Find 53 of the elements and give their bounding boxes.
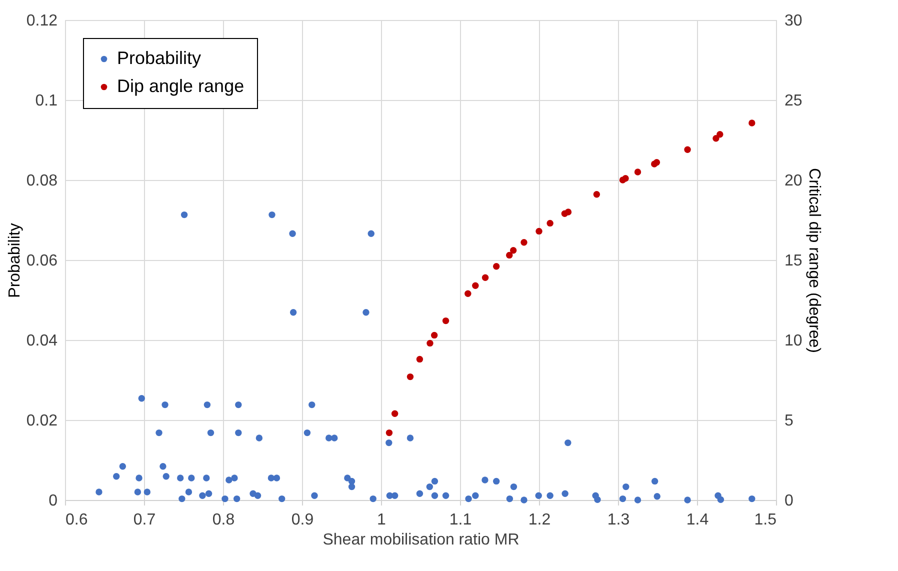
x-tick-label: 1.4 [686,512,709,528]
legend-label: Probability [117,48,202,68]
y-tick-label: 0.06 [26,252,58,270]
x-tick-label: 1.5 [754,512,777,528]
point [546,220,554,227]
point [492,263,500,270]
y-axis-title: Probability [6,223,24,298]
x-tick-label: 0.9 [291,512,314,528]
x-tick-label: 0.6 [66,512,88,528]
x-tick-label: 0.8 [212,512,235,528]
y2-tick-label: 10 [784,332,802,350]
point [520,239,528,246]
point [416,356,424,363]
point [482,274,489,281]
point [506,252,513,259]
y2-axis-title: Critical dip range (degree) [805,168,822,353]
point [593,191,600,198]
y2-tick-label: 15 [784,252,802,270]
x-tick-label: 1.3 [607,512,630,528]
x-tick-label: 0.7 [133,512,156,528]
x-tick-label: 1 [377,512,386,528]
point [634,168,642,176]
point [684,146,691,153]
point [622,175,629,182]
y-tick-label: 0.08 [26,172,58,190]
y-tick-label: 0.04 [26,332,58,350]
y2-tick-label: 25 [784,92,802,110]
y-tick-label: 0.02 [26,412,58,430]
point [442,317,450,324]
x-tick-label: 1.1 [449,512,472,528]
point [464,290,472,297]
y-tick-label: 0.12 [26,12,58,30]
point [536,228,542,235]
x-tick-label: 1.2 [528,512,551,528]
y2-tick-label: 20 [784,172,802,190]
point [564,208,572,216]
point [653,159,660,166]
y2-tick-label: 30 [784,12,802,30]
point [716,131,724,138]
point [391,410,398,417]
point [430,332,438,339]
legend-label: Dip angle range [117,76,244,96]
x-axis-title: Shear mobilisation ratio MR [322,532,520,548]
y2-tick-label: 0 [784,492,794,510]
point [748,120,756,126]
point [386,429,393,436]
point [472,282,479,289]
point [406,373,414,380]
y2-tick-label: 5 [784,412,794,430]
point [426,340,434,347]
point [510,247,517,254]
y-tick-label: 0 [48,492,58,510]
y-tick-label: 0.1 [35,92,58,110]
